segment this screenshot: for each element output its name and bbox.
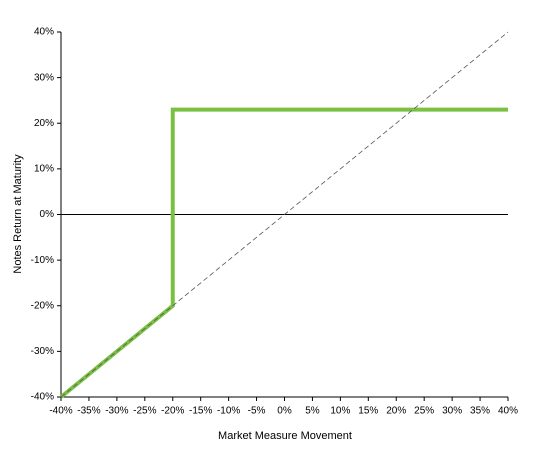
x-tick-label: -20% [161, 406, 184, 417]
x-tick-label: 0% [277, 406, 292, 417]
x-tick-label: 15% [358, 406, 378, 417]
x-tick-label: -30% [105, 406, 128, 417]
x-tick-label: 20% [386, 406, 406, 417]
x-tick-label: 35% [470, 406, 490, 417]
y-axis-title: Notes Return at Maturity [12, 154, 24, 274]
x-tick-label: 30% [442, 406, 462, 417]
x-tick-label: 5% [305, 406, 320, 417]
x-tick-label: -15% [189, 406, 212, 417]
y-tick-label: -10% [31, 255, 54, 266]
y-tick-label: 0% [40, 209, 55, 220]
y-tick-label: -40% [31, 392, 54, 403]
x-tick-label: -5% [248, 406, 266, 417]
line [59, 107, 508, 399]
y-tick-label: 40% [34, 27, 54, 38]
x-tick-label: 40% [498, 406, 518, 417]
y-tick-label: 10% [34, 164, 54, 175]
x-tick-label: -10% [217, 406, 240, 417]
y-tick-label: -30% [31, 346, 54, 357]
x-axis-title: Market Measure Movement [218, 430, 352, 442]
line [60, 31, 509, 398]
y-tick-label: 30% [34, 72, 54, 83]
y-tick-label: 20% [34, 118, 54, 129]
y-tick-label: -20% [31, 300, 54, 311]
x-tick-label: -25% [133, 406, 156, 417]
x-tick-label: -40% [49, 406, 72, 417]
x-tick-label: 25% [414, 406, 434, 417]
x-tick-label: 10% [330, 406, 350, 417]
x-tick-label: -35% [77, 406, 100, 417]
